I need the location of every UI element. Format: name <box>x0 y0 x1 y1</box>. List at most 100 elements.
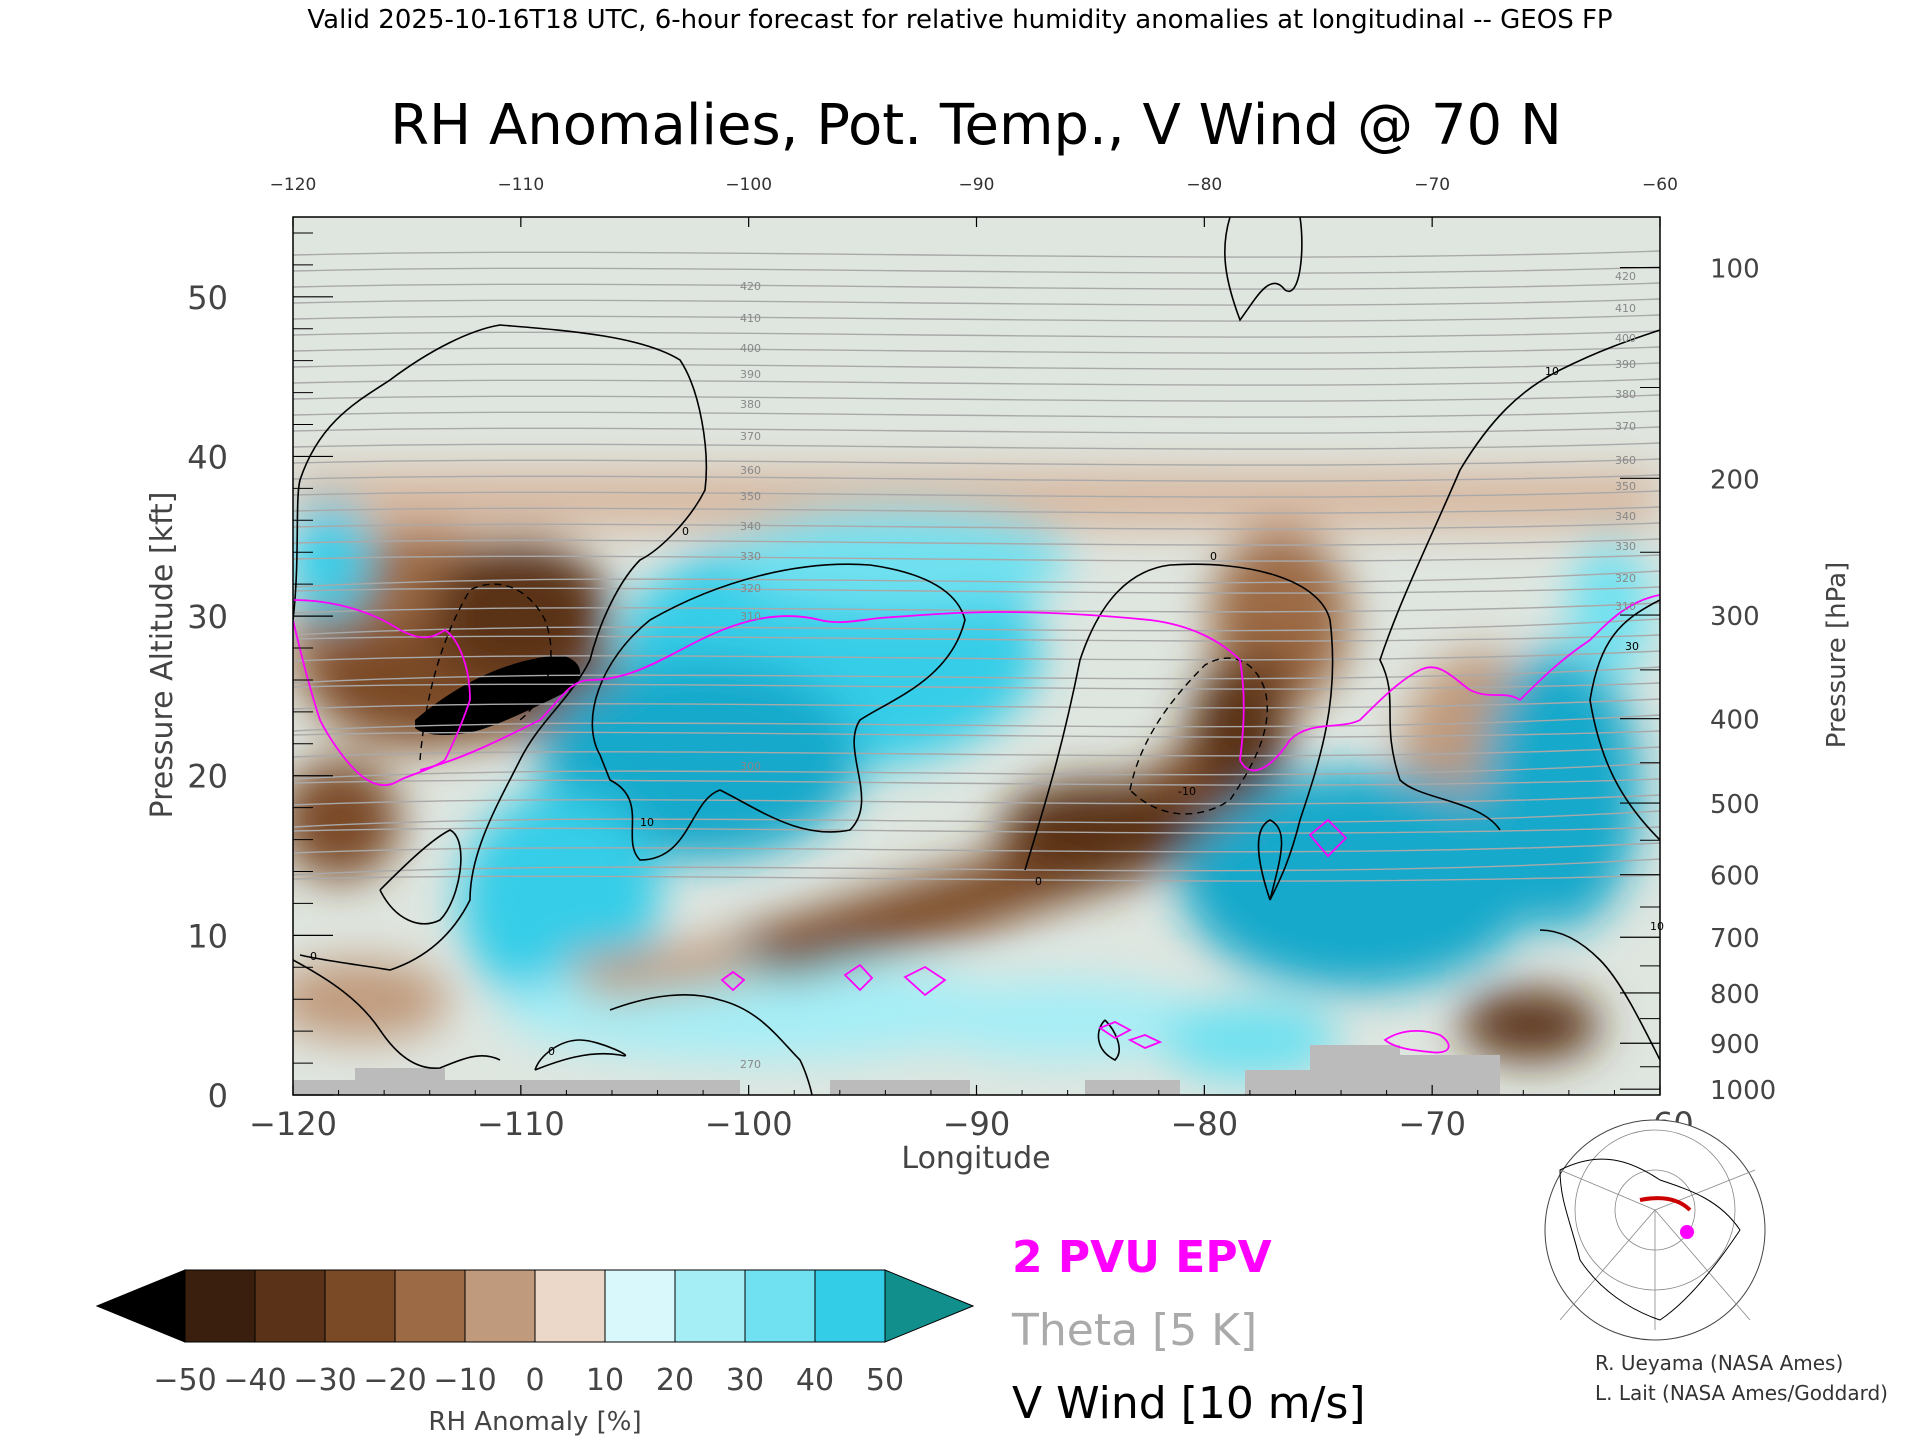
y-tick-label: 50 <box>187 279 228 317</box>
theta-contour <box>293 666 1660 684</box>
pressure-tick-label: 800 <box>1710 980 1760 1010</box>
credit-line-2: L. Lait (NASA Ames/Goddard) <box>1595 1381 1888 1405</box>
theta-contour <box>293 554 1660 562</box>
theta-contour <box>293 410 1660 418</box>
x-tick-label: −80 <box>1171 1105 1239 1143</box>
x-tick-label: −120 <box>249 1105 337 1143</box>
theta-contour <box>293 490 1660 498</box>
theta-contour <box>293 346 1660 354</box>
wind-contour-label: 0 <box>310 950 317 963</box>
y2-axis-label: Pressure [hPa] <box>1822 562 1852 749</box>
theta-contour <box>293 858 1660 876</box>
colorbar-tick-label: 50 <box>866 1363 904 1398</box>
theta-contour <box>293 458 1660 466</box>
chart-title: RH Anomalies, Pot. Temp., V Wind @ 70 N <box>390 93 1562 158</box>
theta-label-right: 360 <box>1615 454 1636 467</box>
theta-contour <box>293 330 1660 338</box>
theta-label-right: 340 <box>1615 510 1636 523</box>
colorbar-cell <box>744 1269 816 1343</box>
theta-contour <box>293 394 1660 402</box>
theta-label: 330 <box>740 550 761 563</box>
theta-label-right: 350 <box>1615 480 1636 493</box>
colorbar-cell <box>184 1269 256 1343</box>
pressure-tick-label: 500 <box>1710 790 1760 820</box>
theta-contour <box>293 314 1660 322</box>
theta-contour <box>293 650 1660 662</box>
pressure-tick-label: 400 <box>1710 706 1760 736</box>
theta-label: 410 <box>740 312 761 325</box>
colorbar-cell <box>814 1269 886 1343</box>
theta-contour <box>293 282 1660 290</box>
x-top-tick-label: −80 <box>1186 175 1222 195</box>
pressure-tick-label: 300 <box>1710 602 1760 632</box>
y-axis-label: Pressure Altitude [kft] <box>145 492 180 819</box>
y-tick-label: 20 <box>187 758 228 796</box>
y-tick-label: 0 <box>208 1077 228 1115</box>
theta-contours <box>293 250 1660 882</box>
wind-contour-label: 0 <box>1210 550 1217 563</box>
axes: −120 −120 −110 −110 −100 −100 −90 −90 −80 −80 −70 −… <box>187 175 1776 1143</box>
theta-contour <box>293 266 1660 274</box>
theta-contour <box>293 474 1660 482</box>
theta-contour <box>293 538 1660 546</box>
plot-area <box>293 217 1660 1095</box>
terrain-mask <box>293 1045 1500 1095</box>
theta-contour <box>293 842 1660 854</box>
credit-line-1: R. Ueyama (NASA Ames) <box>1595 1351 1843 1375</box>
colorbar-cell <box>394 1269 466 1343</box>
theta-contour <box>293 762 1660 780</box>
colorbar-under-arrow <box>95 1269 186 1343</box>
colorbar-tick-label: −40 <box>223 1363 286 1398</box>
wind-contour-label: 10 <box>1650 920 1664 933</box>
wind-contour-label: 0 <box>1035 875 1042 888</box>
theta-contour <box>293 586 1660 594</box>
theta-contour <box>293 362 1660 370</box>
wind-contour-label: 30 <box>1625 640 1639 653</box>
theta-contour <box>293 874 1660 882</box>
pressure-tick-label: 900 <box>1710 1030 1760 1060</box>
colorbar-tick-label: −20 <box>363 1363 426 1398</box>
legend-vwind: V Wind [10 m/s] <box>1012 1378 1366 1429</box>
epv-2pvu-contours <box>293 594 1660 1054</box>
theta-label: 270 <box>740 1058 761 1071</box>
theta-label: 300 <box>740 760 761 773</box>
pressure-tick-label: 700 <box>1710 924 1760 954</box>
x-top-tick-label: −70 <box>1414 175 1450 195</box>
y-tick-label: 40 <box>187 438 228 476</box>
colorbar-tick-label: 20 <box>656 1363 694 1398</box>
theta-label: 320 <box>740 582 761 595</box>
colorbar-cell <box>324 1269 396 1343</box>
theta-label: 400 <box>740 342 761 355</box>
pressure-tick-label: 200 <box>1710 465 1760 495</box>
theta-contour <box>293 602 1660 614</box>
inset-map-marker <box>1680 1225 1694 1239</box>
x-top-tick-label: −110 <box>497 175 544 195</box>
x-axis-label: Longitude <box>901 1141 1050 1176</box>
x-top-tick-label: −120 <box>270 175 317 195</box>
theta-contour <box>293 826 1660 834</box>
header-text: Valid 2025-10-16T18 UTC, 6-hour forecast… <box>307 5 1612 35</box>
theta-label: 340 <box>740 520 761 533</box>
wind-contour-label: 10 <box>1545 365 1559 378</box>
colorbar: −50 −40 −30 −20 −10 0 10 20 30 40 50 <box>95 1269 975 1398</box>
colorbar-over-arrow <box>884 1269 975 1343</box>
colorbar-tick-label: 40 <box>796 1363 834 1398</box>
v-wind-contours <box>293 217 1660 1095</box>
theta-contour <box>293 682 1660 690</box>
colorbar-cell <box>534 1269 606 1343</box>
y-tick-label: 30 <box>187 598 228 636</box>
v-wind-negative-contours <box>419 583 1268 815</box>
colorbar-cell <box>254 1269 326 1343</box>
theta-label: 380 <box>740 398 761 411</box>
theta-contour <box>293 426 1660 434</box>
x-top-tick-label: −100 <box>725 175 772 195</box>
x-tick-label: −100 <box>705 1105 793 1143</box>
theta-label-right: 320 <box>1615 572 1636 585</box>
inset-map <box>1544 1119 1766 1341</box>
theta-contour <box>293 522 1660 530</box>
theta-contour <box>293 250 1660 258</box>
x-tick-label: −110 <box>477 1105 565 1143</box>
colorbar-tick-label: −50 <box>153 1363 216 1398</box>
theta-contour <box>293 730 1660 738</box>
